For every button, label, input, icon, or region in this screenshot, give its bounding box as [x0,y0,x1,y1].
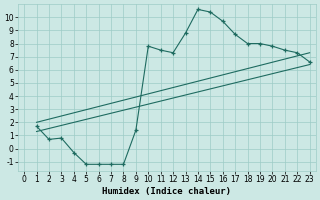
X-axis label: Humidex (Indice chaleur): Humidex (Indice chaleur) [102,187,231,196]
